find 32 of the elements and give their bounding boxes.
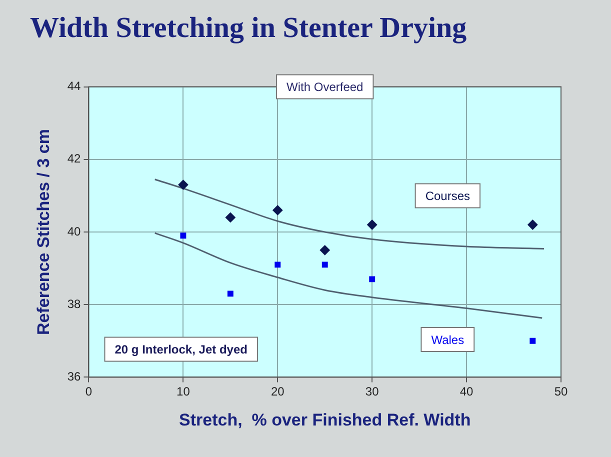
line-series	[154, 232, 543, 319]
y-tick-label: 36	[67, 370, 82, 384]
text: Wales	[431, 332, 464, 347]
x-tick-label: 40	[460, 384, 474, 399]
y-tick-label: 38	[67, 296, 82, 311]
point	[528, 220, 538, 230]
point	[227, 290, 234, 297]
y-tick-label: 44	[67, 79, 82, 94]
x-tick-label: 0	[85, 384, 92, 399]
point	[530, 338, 536, 344]
y-tick-label: 40	[67, 224, 82, 238]
y-axis-title: Reference Stitches / 3 cm	[34, 129, 53, 335]
x-axis-title: Stretch, % over Finished Ref. Width	[179, 410, 471, 430]
point	[369, 276, 376, 282]
x-tick-label: 50	[554, 384, 568, 399]
point	[322, 262, 328, 268]
x-tick-label: 20	[270, 384, 285, 399]
point	[225, 212, 236, 222]
annotation: 20 g Interlock, Jet dyed	[114, 342, 248, 357]
text: Courses	[425, 189, 470, 204]
line-series	[154, 178, 545, 250]
point	[272, 205, 283, 216]
x-tick-label: 30	[365, 384, 380, 399]
chart-title: Width Stretching in Stenter Drying	[30, 12, 468, 44]
point	[367, 220, 378, 230]
point	[320, 245, 330, 256]
chart-subtitle: With Overfeed	[286, 80, 364, 94]
y-tick-label: 42	[67, 152, 82, 166]
x-tick-label: 10	[176, 384, 190, 399]
point	[178, 180, 188, 190]
point	[274, 262, 281, 268]
point	[180, 232, 186, 239]
